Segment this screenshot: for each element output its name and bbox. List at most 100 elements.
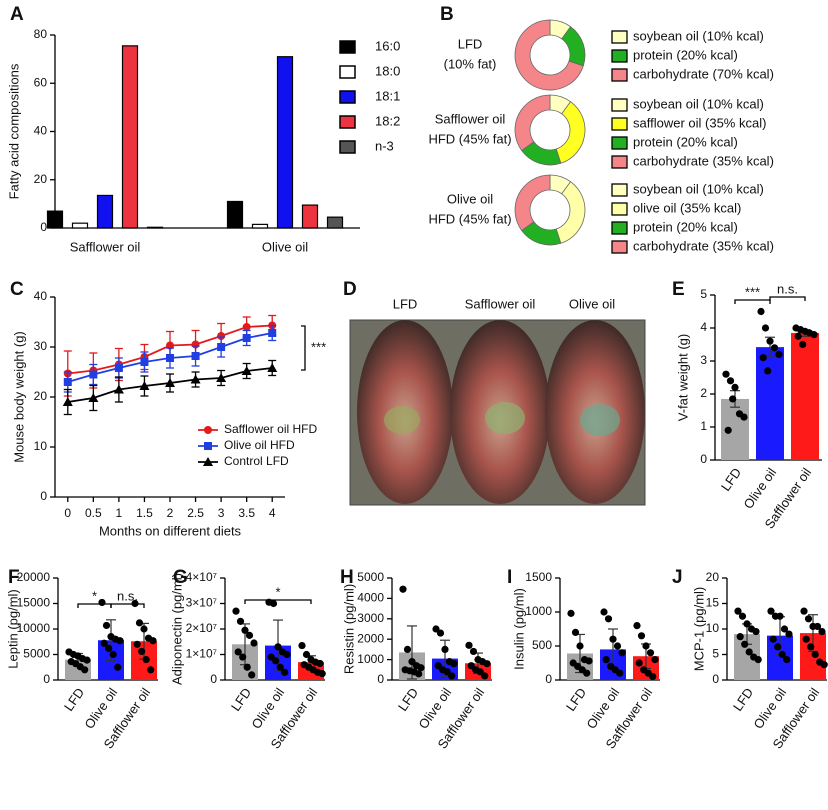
organ [384, 406, 420, 434]
donut-title: HFD (45% fat) [428, 131, 511, 146]
y-tick-label: 3×10⁷ [186, 596, 217, 610]
bar [276, 56, 294, 229]
marker [166, 354, 174, 362]
data-point [757, 307, 765, 316]
data-point [135, 619, 144, 627]
data-point [820, 661, 828, 669]
data-point [140, 625, 148, 633]
significance-bracket [301, 325, 306, 371]
x-tick-label: Olive oil [262, 239, 308, 254]
data-point [298, 641, 306, 650]
data-point [774, 643, 782, 651]
y-tick-label: 10000 [17, 621, 51, 635]
donut-title: LFD [458, 36, 483, 51]
marker [139, 381, 150, 390]
donut-title: (10% fat) [444, 56, 497, 71]
legend-swatch [611, 49, 628, 63]
data-point [302, 650, 311, 659]
data-point [810, 331, 818, 339]
data-point [618, 649, 626, 657]
data-point [274, 643, 282, 651]
marker [217, 332, 226, 340]
x-tick-label: LFD [718, 465, 744, 494]
y-tick-label: 1×10⁷ [186, 647, 217, 661]
data-point [734, 607, 742, 615]
data-point [441, 645, 449, 654]
data-point [399, 585, 407, 593]
data-point [98, 598, 106, 607]
marker [217, 343, 226, 351]
x-tick-label: 1.5 [136, 506, 153, 520]
panel-letter: J [672, 567, 683, 588]
data-point [81, 666, 89, 674]
legend-swatch [611, 68, 628, 82]
y-tick-label: 20 [34, 172, 48, 186]
data-point [761, 324, 770, 332]
data-point [811, 650, 819, 659]
bar [791, 332, 819, 460]
bar [756, 347, 784, 460]
data-point [778, 650, 786, 659]
x-tick-label: LFD [563, 685, 589, 714]
data-point [800, 607, 808, 615]
data-point [818, 627, 826, 636]
x-tick-label: 0.5 [85, 506, 102, 520]
data-point [105, 644, 113, 652]
marker [242, 334, 251, 342]
x-tick-label: 4 [269, 506, 276, 520]
legend-swatch [611, 98, 628, 112]
legend-label: soybean oil (10% kcal) [633, 28, 764, 43]
data-point [600, 608, 608, 616]
y-axis-label: Mouse body weight (g) [11, 331, 26, 463]
y-tick-label: 0 [712, 672, 719, 686]
y-tick-label: 2000 [357, 631, 384, 645]
legend-label: Olive oil HFD [224, 438, 295, 452]
data-point [283, 650, 291, 659]
legend-label: protein (20% kcal) [633, 219, 738, 234]
bar [71, 222, 89, 229]
legend-label: olive oil (35% kcal) [633, 200, 741, 215]
data-point [767, 607, 775, 615]
data-point [794, 332, 802, 340]
legend-swatch [611, 240, 628, 254]
bar [251, 223, 269, 229]
photo: LFD Safflower oil Olive oil [349, 296, 646, 506]
data-point [142, 656, 150, 664]
data-point [483, 660, 491, 668]
y-tick-label: 1000 [357, 652, 384, 666]
data-point [813, 622, 822, 631]
data-point [114, 663, 122, 671]
legend-label: safflower oil (35% kcal) [633, 115, 766, 130]
bar [146, 226, 164, 229]
data-point [637, 632, 646, 640]
bar [301, 204, 319, 229]
data-point [729, 395, 737, 403]
data-point [276, 663, 284, 671]
marker [241, 366, 252, 375]
legend-label: n-3 [375, 138, 394, 153]
legend-label: 18:2 [375, 113, 400, 128]
marker [204, 442, 212, 450]
data-point [602, 656, 610, 664]
marker [113, 384, 124, 394]
y-tick-label: 2 [700, 386, 707, 400]
data-point [633, 622, 641, 630]
y-axis-label: Leptin (pg/ml) [5, 589, 20, 668]
panel-letter: E [672, 279, 685, 300]
data-point [138, 647, 146, 656]
donut-title: HFD (45% fat) [428, 211, 511, 226]
y-tick-label: 80 [34, 27, 48, 41]
photo-label: Safflower oil [465, 296, 536, 311]
panel-letter: F [8, 567, 20, 588]
y-tick-label: 4000 [357, 591, 384, 605]
y-tick-label: 0 [210, 672, 217, 686]
y-tick-label: 1000 [525, 604, 552, 618]
legend-label: carbohydrate (35% kcal) [633, 153, 774, 168]
legend-swatch [339, 140, 356, 154]
y-tick-label: 30 [34, 339, 48, 353]
data-point [236, 617, 245, 625]
data-point [248, 671, 256, 679]
data-point [616, 669, 624, 677]
marker [62, 397, 73, 406]
y-tick-label: 3 [700, 353, 707, 367]
